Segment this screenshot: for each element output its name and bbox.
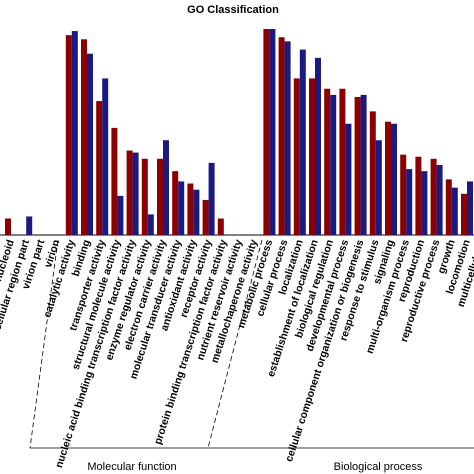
group-label-molecular-function: Molecular function	[87, 461, 176, 473]
bar-series1-12	[187, 183, 194, 235]
bar-series2-30	[467, 181, 473, 235]
group-brackets-layer	[29, 239, 474, 449]
bar-series2-18	[284, 41, 291, 235]
bar-series2-20	[315, 57, 321, 236]
bar-series2-10	[163, 140, 169, 235]
bar-series2-17	[269, 29, 276, 235]
bar-series2-5	[87, 53, 93, 235]
bar-series2-1	[26, 216, 33, 235]
bar-series2-8	[132, 152, 139, 235]
bars-layer	[5, 29, 473, 236]
chart-title: GO Classification	[187, 4, 279, 16]
bar-series1-7	[111, 127, 118, 235]
bar-series1-6	[96, 101, 103, 235]
bar-series1-19	[293, 78, 300, 235]
group-separator-1	[207, 239, 263, 449]
bar-series2-27	[421, 171, 428, 235]
bar-series1-14	[217, 218, 224, 235]
bar-series2-23	[360, 94, 367, 235]
bar-series2-4	[71, 31, 78, 236]
bar-series2-19	[299, 49, 306, 235]
bar-series1-18	[278, 37, 285, 235]
bar-series1-10	[157, 158, 163, 235]
group-label-biological-process: Biological process	[334, 461, 423, 473]
bar-series2-12	[193, 189, 200, 235]
bar-series1-25	[385, 121, 391, 235]
bar-series2-29	[451, 187, 458, 235]
bar-series1-13	[202, 199, 209, 235]
bar-series1-29	[445, 179, 452, 235]
bar-series1-20	[309, 78, 315, 235]
bar-series1-8	[126, 150, 133, 235]
bar-series2-26	[406, 169, 413, 235]
bar-series2-7	[117, 195, 124, 235]
bar-series1-9	[141, 158, 148, 235]
bar-series1-22	[339, 88, 346, 236]
bar-series2-24	[375, 140, 382, 235]
bar-series2-9	[147, 214, 154, 235]
bar-series2-6	[102, 78, 109, 235]
bar-series2-11	[178, 181, 185, 235]
bar-series1-28	[430, 158, 437, 235]
bar-series1-26	[400, 154, 407, 235]
bar-series1-23	[354, 96, 361, 235]
bar-series1-5	[81, 39, 87, 235]
bar-series2-28	[436, 164, 443, 235]
bar-series1-27	[415, 156, 422, 235]
bar-series1-24	[369, 111, 376, 235]
bar-series1-0	[5, 218, 11, 235]
bar-series2-21	[330, 94, 337, 235]
group-separator-0	[29, 239, 59, 449]
bar-series1-21	[324, 88, 331, 236]
bar-series1-30	[461, 193, 467, 235]
bar-series2-22	[345, 123, 352, 235]
bar-series1-11	[172, 171, 179, 235]
bar-series1-4	[65, 35, 72, 236]
bar-series1-17	[263, 29, 270, 235]
bar-series2-25	[391, 123, 397, 235]
bar-series2-13	[208, 162, 215, 235]
